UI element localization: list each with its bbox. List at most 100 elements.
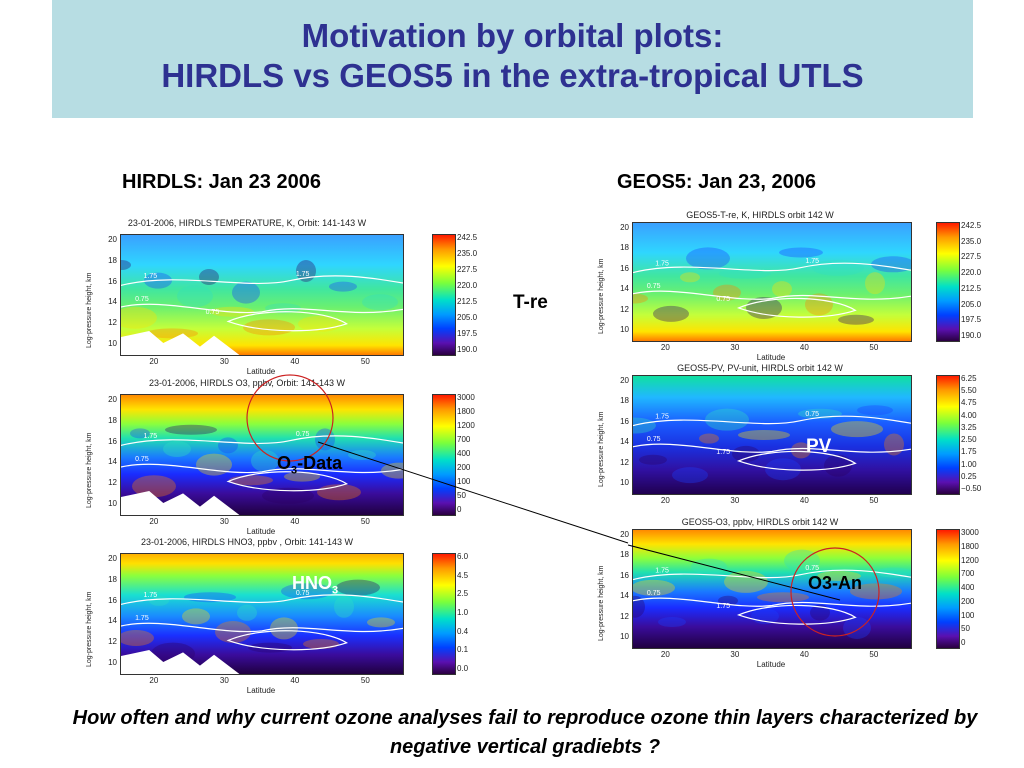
x-tick-label: 50 bbox=[360, 357, 370, 366]
x-tick-label: 20 bbox=[660, 650, 670, 659]
label-o3-data-main: O bbox=[277, 453, 292, 473]
label-hno3-main: HNO bbox=[292, 573, 332, 593]
field-blob bbox=[633, 417, 656, 434]
y-tick-label: 18 bbox=[108, 255, 117, 265]
field-blob bbox=[831, 421, 883, 438]
field-blob bbox=[329, 281, 357, 292]
color-bar-tick-label: 190.0 bbox=[961, 331, 982, 340]
field-blob bbox=[633, 293, 648, 304]
color-bar-tick-label: 1.75 bbox=[961, 447, 977, 457]
y-tick-label: 14 bbox=[620, 591, 629, 601]
contour-label: 0.75 bbox=[135, 296, 149, 303]
curtain-plot-area: 1.75 1.75 0.75 bbox=[120, 553, 404, 675]
field-blob bbox=[303, 639, 339, 649]
y-tick-label: 14 bbox=[108, 297, 117, 307]
contour-line bbox=[633, 290, 911, 300]
color-bar-tick-label: 197.5 bbox=[961, 315, 982, 325]
x-tick-label: 50 bbox=[869, 650, 879, 659]
panel-title: 23-01-2006, HIRDLS TEMPERATURE, K, Orbit… bbox=[127, 218, 367, 228]
field-blob bbox=[738, 430, 790, 440]
field-blob bbox=[857, 405, 893, 416]
y-tick-label: 18 bbox=[108, 574, 117, 584]
color-bar-tick-label: 3.25 bbox=[961, 422, 977, 432]
y-tick-label: 14 bbox=[108, 457, 117, 467]
color-bar-tick-label: 4.5 bbox=[457, 570, 469, 580]
color-bar-tick-label: 2.5 bbox=[457, 589, 469, 599]
field-blob bbox=[672, 467, 708, 484]
y-tick-label: 12 bbox=[620, 304, 629, 314]
contour-label: 0.75 bbox=[296, 590, 310, 597]
panel-title: GEOS5-T-re, K, HIRDLS orbit 142 W bbox=[686, 210, 834, 220]
panel-geos5-ozone: GEOS5-O3, ppbv, HIRDLS orbit 142 W 1.75 0.… bbox=[598, 517, 992, 669]
color-bar-tick-label: 100 bbox=[961, 610, 975, 620]
color-bar-tick-label: 242.5 bbox=[961, 221, 982, 230]
y-tick-label: 18 bbox=[620, 396, 629, 406]
y-tick-label: 18 bbox=[108, 415, 117, 425]
field-blob bbox=[334, 595, 354, 618]
contour-line bbox=[121, 275, 403, 286]
contour-label: 0.75 bbox=[647, 590, 661, 597]
contour-label: 0.75 bbox=[647, 283, 661, 290]
field-blob bbox=[132, 475, 176, 498]
field-blob bbox=[177, 285, 213, 308]
field-blob bbox=[348, 450, 376, 460]
field-blob bbox=[871, 256, 911, 273]
panel-geos5-temperature: GEOS5-T-re, K, HIRDLS orbit 142 W 1.75 0.7… bbox=[598, 210, 992, 362]
x-tick-label: 50 bbox=[360, 517, 370, 526]
y-axis-label: Log-pressure height, km bbox=[86, 591, 93, 667]
field-blob bbox=[243, 319, 295, 336]
field-blob bbox=[757, 592, 809, 603]
color-bar-tick-label: 212.5 bbox=[457, 297, 478, 306]
contour-overlay: 1.75 0.75 1.75 0.75 bbox=[633, 247, 911, 325]
contour-label: 0.75 bbox=[805, 411, 819, 418]
y-tick-label: 10 bbox=[620, 325, 629, 334]
contour-label: 1.75 bbox=[144, 592, 158, 599]
contour-label: 1.75 bbox=[135, 615, 149, 622]
color-bar-tick-label: 227.5 bbox=[961, 252, 982, 262]
contour-line bbox=[633, 443, 911, 453]
y-axis-label: Log-pressure height, km bbox=[598, 411, 605, 487]
field-blob bbox=[686, 247, 730, 270]
label-o3-analysis: O3-An bbox=[808, 573, 862, 593]
field-blob bbox=[824, 454, 852, 477]
y-tick-label: 20 bbox=[620, 223, 629, 232]
color-bar-tick-label: 6.25 bbox=[961, 374, 977, 383]
color-bar-tick-label: 205.0 bbox=[457, 313, 478, 322]
field-blob bbox=[633, 595, 645, 618]
field-blob bbox=[884, 433, 904, 456]
y-tick-label: 16 bbox=[108, 436, 117, 446]
field-blob bbox=[791, 442, 811, 459]
color-bar-tick-label: 0 bbox=[457, 505, 462, 514]
field-blob bbox=[658, 617, 686, 628]
y-tick-label: 16 bbox=[620, 416, 629, 426]
contour-label: 0.75 bbox=[135, 456, 149, 463]
color-bar-tick-label: 1.00 bbox=[961, 459, 977, 469]
contour-line bbox=[633, 415, 911, 427]
x-tick-label: 50 bbox=[869, 496, 879, 505]
field-blob bbox=[653, 305, 689, 322]
y-axis-label: Log-pressure height, km bbox=[598, 258, 605, 334]
field-blob bbox=[732, 445, 760, 462]
field-blob bbox=[121, 260, 131, 270]
color-bar-tick-label: 197.5 bbox=[457, 329, 478, 338]
field-blob bbox=[812, 259, 864, 276]
x-tick-label: 40 bbox=[799, 650, 809, 659]
color-bar-tick-label: 3000 bbox=[961, 528, 979, 537]
y-tick-label: 10 bbox=[108, 339, 117, 348]
contour-overlay: 1.75 0.75 1.75 0.75 bbox=[121, 260, 403, 355]
contour-overlay: 1.75 0.75 0.75 1.75 bbox=[633, 549, 911, 639]
x-tick-label: 40 bbox=[290, 357, 300, 366]
contour-label: 0.75 bbox=[716, 296, 730, 303]
field-blob bbox=[336, 579, 380, 596]
x-tick-label: 40 bbox=[290, 517, 300, 526]
field-blob bbox=[639, 454, 667, 465]
y-tick-label: 20 bbox=[108, 395, 117, 404]
x-tick-label: 50 bbox=[869, 343, 879, 352]
field-blob bbox=[237, 604, 257, 621]
color-bar-tick-label: 5.50 bbox=[961, 386, 977, 396]
y-tick-label: 12 bbox=[620, 611, 629, 621]
panel-hirdls-temperature: 23-01-2006, HIRDLS TEMPERATURE, K, Orbit… bbox=[82, 218, 477, 378]
color-bar-tick-label: 1200 bbox=[961, 555, 979, 565]
color-bar-tick-label: 200 bbox=[457, 463, 471, 472]
color-bar bbox=[936, 222, 960, 342]
